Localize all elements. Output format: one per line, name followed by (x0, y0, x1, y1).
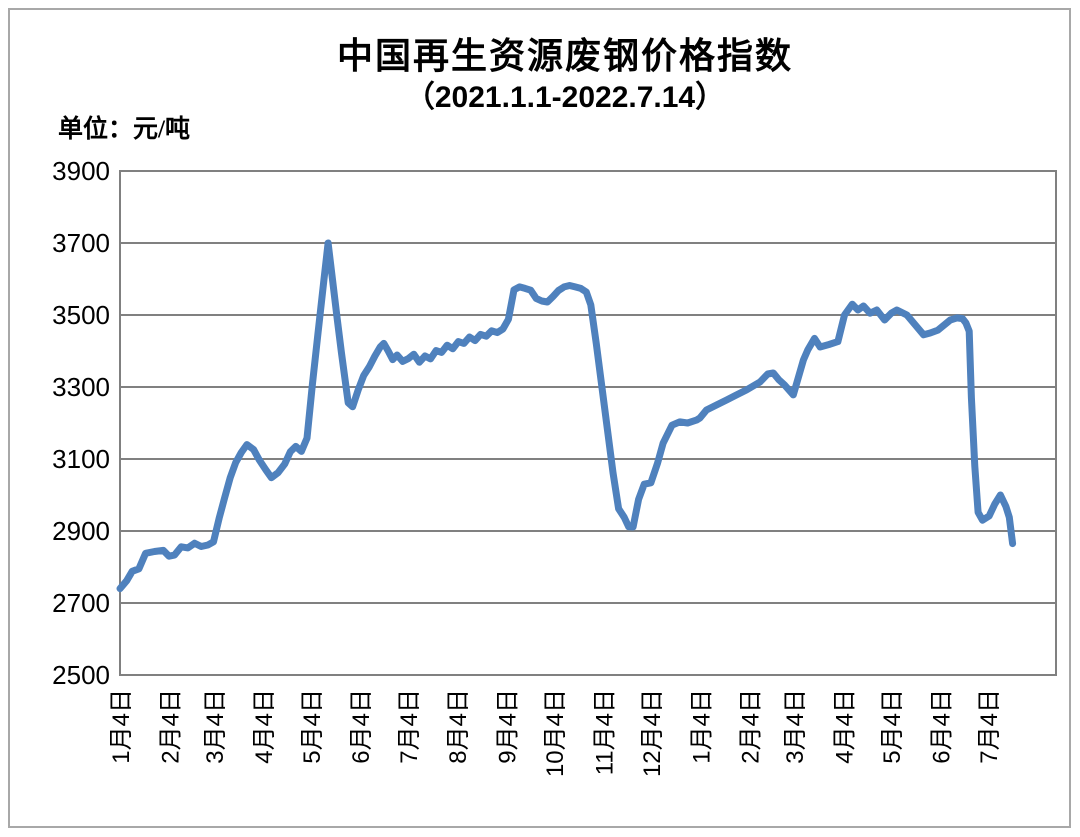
y-tick-label: 3300 (52, 372, 110, 402)
x-tick-label: 1月4日 (688, 689, 715, 764)
x-tick-label: 4月4日 (251, 689, 278, 764)
x-tick-label: 8月4日 (445, 689, 472, 764)
x-tick-label: 1月4日 (108, 689, 135, 764)
x-tick-label: 9月4日 (494, 689, 521, 764)
y-tick-label: 3100 (52, 444, 110, 474)
x-tick-label: 4月4日 (831, 689, 858, 764)
x-tick-label: 3月4日 (782, 689, 809, 764)
x-tick-label: 10月4日 (542, 689, 569, 777)
x-tick-label: 7月4日 (976, 689, 1003, 764)
unit-label: 单位：元/吨 (58, 116, 190, 143)
chart-title: 中国再生资源废钢价格指数 (336, 36, 793, 76)
price-line (116, 239, 1017, 593)
x-tick-label: 6月4日 (928, 689, 955, 764)
chart-subtitle: （2021.1.1-2022.7.14） (404, 81, 726, 114)
y-tick-label: 3700 (52, 228, 110, 258)
x-tick-label: 5月4日 (299, 689, 326, 764)
y-tick-label: 3500 (52, 300, 110, 330)
x-tick-label: 2月4日 (738, 689, 765, 764)
x-tick-label: 6月4日 (348, 689, 375, 764)
y-tick-label: 2700 (52, 588, 110, 618)
page-border (8, 8, 1071, 828)
x-tick-label: 12月4日 (639, 689, 666, 777)
y-tick-label: 3900 (52, 156, 110, 186)
x-tick-label: 3月4日 (202, 689, 229, 764)
x-tick-label: 7月4日 (396, 689, 423, 764)
x-tick-label: 5月4日 (879, 689, 906, 764)
y-tick-label: 2500 (52, 660, 110, 690)
x-tick-label: 11月4日 (591, 689, 618, 775)
x-tick-label: 2月4日 (157, 689, 184, 764)
y-tick-label: 2900 (52, 516, 110, 546)
